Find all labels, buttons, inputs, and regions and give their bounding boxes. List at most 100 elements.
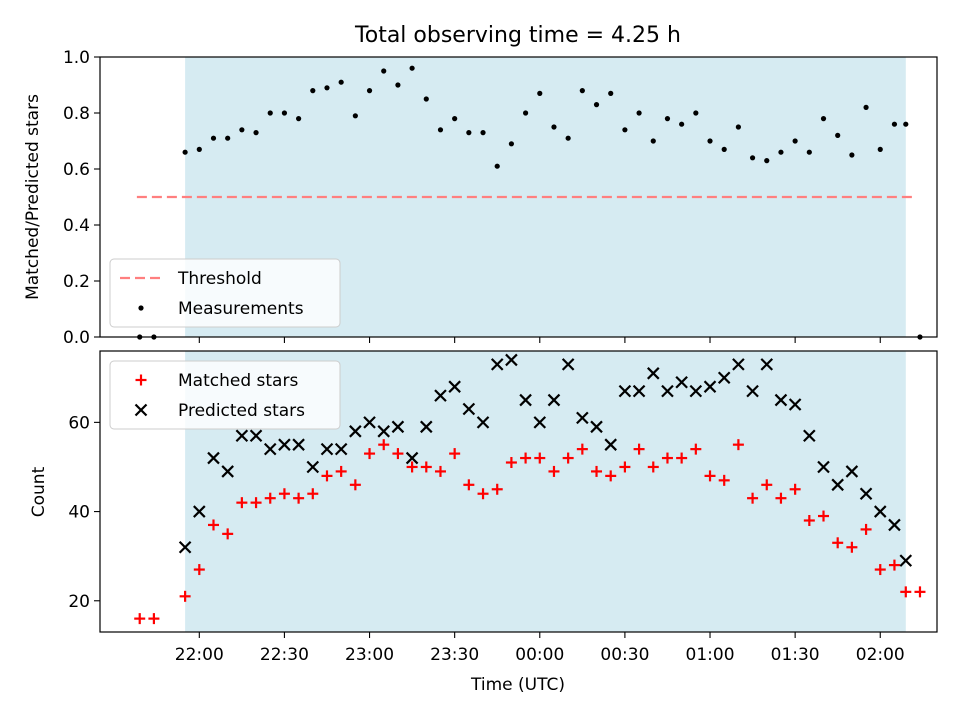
data-point bbox=[307, 488, 319, 500]
data-point bbox=[423, 96, 429, 102]
data-point bbox=[831, 478, 844, 492]
data-point bbox=[448, 380, 461, 393]
data-point bbox=[636, 110, 642, 116]
x-tick-label: 22:30 bbox=[260, 645, 309, 665]
data-point bbox=[650, 138, 656, 144]
y-tick-label: 40 bbox=[68, 503, 90, 523]
ratio-y-axis-label: Matched/Predicted stars bbox=[23, 94, 43, 300]
data-point bbox=[363, 416, 376, 429]
data-point bbox=[835, 132, 841, 138]
data-point bbox=[703, 380, 717, 393]
legend-label: Matched stars bbox=[178, 371, 298, 391]
data-point bbox=[605, 470, 617, 482]
data-point bbox=[818, 510, 830, 522]
data-point bbox=[225, 135, 231, 141]
data-point bbox=[281, 110, 288, 116]
y-tick-label: 0.8 bbox=[63, 104, 90, 124]
data-point bbox=[221, 465, 234, 478]
data-point bbox=[551, 124, 557, 130]
data-point bbox=[832, 537, 844, 549]
data-point bbox=[676, 452, 688, 464]
data-point bbox=[434, 465, 446, 477]
data-point bbox=[632, 384, 646, 398]
data-point bbox=[476, 416, 490, 429]
data-point bbox=[717, 371, 731, 385]
legend: Matched stars Predicted stars bbox=[109, 360, 341, 430]
data-point bbox=[534, 452, 546, 464]
data-point bbox=[707, 138, 713, 144]
data-point bbox=[505, 353, 518, 367]
legend-swatch bbox=[134, 403, 148, 417]
data-point bbox=[732, 439, 744, 451]
data-point bbox=[579, 88, 585, 94]
data-point bbox=[490, 358, 504, 371]
data-point bbox=[633, 443, 645, 455]
x-tick-label: 22:00 bbox=[175, 645, 224, 665]
data-point bbox=[321, 470, 333, 482]
data-point bbox=[806, 149, 812, 155]
data-point bbox=[846, 541, 858, 553]
data-point bbox=[561, 358, 575, 371]
data-point bbox=[679, 121, 685, 127]
data-point bbox=[239, 127, 245, 133]
y-tick-label: 0.4 bbox=[63, 216, 90, 236]
data-point bbox=[803, 429, 816, 443]
data-point bbox=[788, 398, 802, 411]
data-point bbox=[522, 110, 529, 116]
time-x-axis-label: Time (UTC) bbox=[470, 675, 565, 695]
x-tick-label: 01:30 bbox=[771, 645, 820, 665]
data-point bbox=[590, 420, 603, 434]
data-point bbox=[296, 116, 302, 122]
data-point bbox=[477, 488, 489, 500]
count-y-axis-label: Count bbox=[29, 466, 49, 517]
data-point bbox=[491, 483, 503, 495]
data-point bbox=[778, 149, 784, 155]
legend-label: Predicted stars bbox=[178, 401, 305, 421]
data-point bbox=[306, 460, 320, 474]
data-point bbox=[324, 85, 330, 91]
data-point bbox=[349, 425, 362, 438]
data-point bbox=[210, 135, 217, 141]
data-point bbox=[764, 158, 770, 164]
data-point bbox=[207, 451, 220, 465]
data-point bbox=[377, 425, 391, 438]
legend-box bbox=[109, 360, 341, 430]
data-point bbox=[420, 420, 433, 434]
x-tick-label: 00:30 bbox=[600, 645, 649, 665]
data-point bbox=[179, 590, 191, 602]
data-point bbox=[704, 470, 716, 482]
y-tick-label: 0.0 bbox=[63, 328, 90, 348]
figure-title: Total observing time = 4.25 h bbox=[354, 23, 681, 48]
data-point bbox=[860, 523, 872, 535]
x-tick-label: 01:00 bbox=[686, 645, 735, 665]
data-point bbox=[760, 358, 774, 371]
data-point bbox=[395, 82, 401, 88]
y-tick-label: 1.0 bbox=[63, 48, 90, 68]
x-tick-label: 00:00 bbox=[515, 645, 564, 665]
data-point bbox=[494, 163, 500, 169]
data-point bbox=[618, 384, 632, 398]
data-point bbox=[134, 613, 146, 625]
data-point bbox=[761, 479, 773, 491]
data-point bbox=[420, 461, 432, 473]
data-point bbox=[222, 528, 234, 540]
data-point bbox=[193, 564, 205, 576]
data-point bbox=[774, 393, 788, 407]
data-point bbox=[335, 465, 347, 477]
data-point bbox=[845, 465, 859, 478]
data-point bbox=[689, 384, 703, 398]
data-point bbox=[820, 116, 827, 122]
data-point bbox=[462, 402, 476, 416]
data-point bbox=[434, 389, 447, 402]
legend-box bbox=[109, 258, 341, 328]
series-measurements bbox=[137, 65, 923, 340]
data-point bbox=[207, 519, 219, 531]
axes-frame bbox=[99, 56, 938, 338]
data-point bbox=[547, 393, 561, 407]
data-point bbox=[874, 564, 886, 576]
data-point bbox=[178, 540, 192, 554]
data-point bbox=[619, 461, 631, 473]
x-tick-label: 23:30 bbox=[430, 645, 479, 665]
data-point bbox=[900, 586, 912, 598]
data-point bbox=[293, 492, 305, 504]
